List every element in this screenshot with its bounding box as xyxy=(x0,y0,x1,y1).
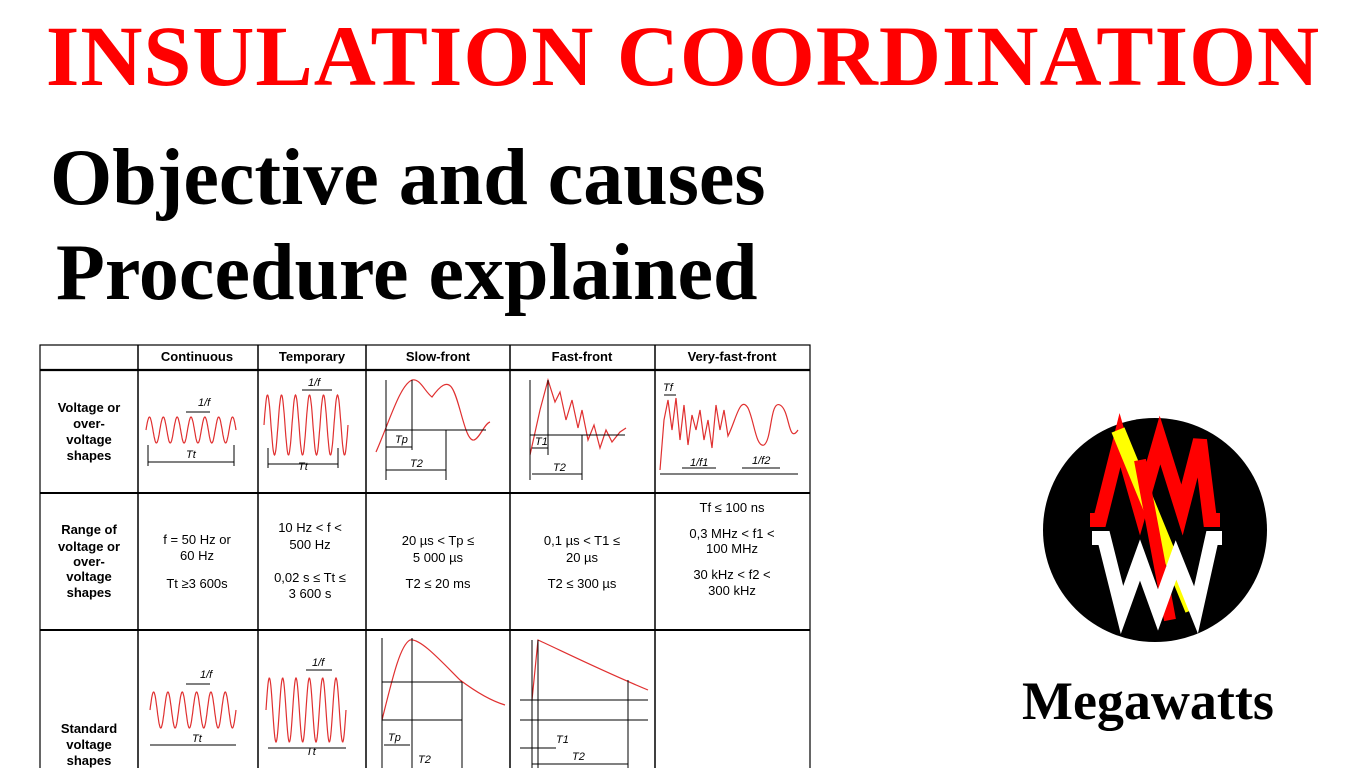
range-very-fast-line: 300 kHz xyxy=(708,583,756,598)
standard-slow-front-impulse xyxy=(381,639,506,721)
continuous-sine-wave xyxy=(145,416,237,444)
temporary-sine-wave xyxy=(263,394,349,456)
label-tt: Tt xyxy=(186,449,197,461)
label-1f1: 1/f1 xyxy=(690,457,708,469)
slow-front-impulse xyxy=(375,379,491,453)
row-label-line: voltage xyxy=(66,737,112,752)
row-label-line: over- xyxy=(73,554,105,569)
table-grid xyxy=(39,344,811,768)
label-t1: T1 xyxy=(556,734,569,746)
row-label-range: Range of voltage or over- voltage shapes xyxy=(58,522,120,600)
label-tt: Tt xyxy=(298,461,309,473)
very-fast-front-transient xyxy=(659,397,799,471)
range-temporary-line: 0,02 s ≤ Tt ≤ xyxy=(274,570,346,585)
subtitle-objective: Objective and causes xyxy=(50,134,766,222)
label-t2: T2 xyxy=(410,458,423,470)
range-slow-front-line: 5 000 µs xyxy=(413,550,464,565)
range-continuous-line: 60 Hz xyxy=(180,548,214,563)
row-label-line: voltage or xyxy=(58,539,120,554)
brand-name: Megawatts xyxy=(1022,671,1274,731)
row-label-line: voltage xyxy=(66,569,112,584)
label-tt: Tt xyxy=(306,746,317,758)
range-slow-front-line: T2 ≤ 20 ms xyxy=(406,576,471,591)
subtitle-procedure: Procedure explained xyxy=(56,229,758,317)
label-1f: 1/f xyxy=(198,397,211,409)
range-temporary-line: 500 Hz xyxy=(289,537,330,552)
row-label-line: shapes xyxy=(67,753,112,768)
range-very-fast-line: 0,3 MHz < f1 < xyxy=(689,526,774,541)
main-title: INSULATION COORDINATION xyxy=(45,8,1321,104)
megawatts-logo xyxy=(1043,412,1267,642)
label-1f: 1/f xyxy=(312,657,325,669)
col-header-fast-front: Fast-front xyxy=(552,349,613,364)
label-tp: Tp xyxy=(388,732,401,744)
row-label-line: shapes xyxy=(67,585,112,600)
label-tf: Tf xyxy=(663,382,674,394)
range-continuous-line: f = 50 Hz or xyxy=(163,532,231,547)
row-label-line: shapes xyxy=(67,448,112,463)
range-fast-front-line: T2 ≤ 300 µs xyxy=(548,576,617,591)
label-t1: T1 xyxy=(535,436,548,448)
label-tt: Tt xyxy=(192,733,203,745)
range-very-fast-line: Tf ≤ 100 ns xyxy=(700,500,765,515)
standard-continuous-sine-wave xyxy=(149,691,237,729)
label-t2: T2 xyxy=(553,462,566,474)
row-label-shapes: Voltage or over- voltage shapes xyxy=(58,400,121,463)
label-1f: 1/f xyxy=(308,377,321,389)
row-label-line: Range of xyxy=(61,522,117,537)
fast-front-impulse xyxy=(529,377,627,456)
range-slow-front-line: 20 µs < Tp ≤ xyxy=(402,533,475,548)
range-very-fast-line: 100 MHz xyxy=(706,541,758,556)
range-continuous-line: Tt ≥3 600s xyxy=(166,576,228,591)
row-label-line: over- xyxy=(73,416,105,431)
waveform-curves xyxy=(145,377,799,744)
row-label-line: Standard xyxy=(61,721,117,736)
label-t2: T2 xyxy=(572,751,585,763)
range-temporary-line: 10 Hz < f < xyxy=(278,520,342,535)
range-temporary-line: 3 600 s xyxy=(289,586,332,601)
range-fast-front-line: 20 µs xyxy=(566,550,599,565)
range-cells: f = 50 Hz or 60 Hz Tt ≥3 600s 10 Hz < f … xyxy=(163,500,774,601)
row-label-standard: Standard voltage shapes xyxy=(61,721,117,768)
label-1f: 1/f xyxy=(200,669,213,681)
label-1f2: 1/f2 xyxy=(752,455,770,467)
standard-temporary-sine-wave xyxy=(265,676,347,744)
row-label-line: voltage xyxy=(66,432,112,447)
range-fast-front-line: 0,1 µs < T1 ≤ xyxy=(544,533,620,548)
standard-fast-front-impulse xyxy=(531,639,649,701)
col-header-temporary: Temporary xyxy=(279,349,346,364)
dimension-lines xyxy=(147,380,798,768)
col-header-slow-front: Slow-front xyxy=(406,349,471,364)
range-very-fast-line: 30 kHz < f2 < xyxy=(693,567,770,582)
col-header-continuous: Continuous xyxy=(161,349,233,364)
label-tp: Tp xyxy=(395,434,408,446)
col-header-very-fast-front: Very-fast-front xyxy=(688,349,778,364)
waveform-labels: 1/f Tt 1/f Tt Tp T2 T1 T2 Tf 1/f1 1/f2 1… xyxy=(186,377,770,766)
label-t2: T2 xyxy=(418,754,431,766)
row-label-line: Voltage or xyxy=(58,400,121,415)
